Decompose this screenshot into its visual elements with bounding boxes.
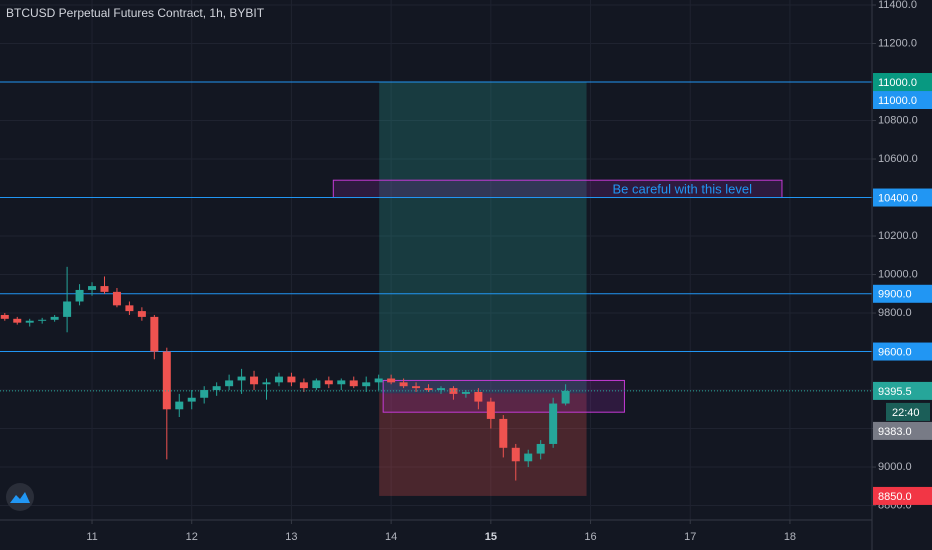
candle-body [474,391,483,402]
candle-body [424,388,433,391]
y-tick-label: 10000.0 [878,268,918,280]
stop-label-bg [873,486,932,505]
candle-body [387,378,396,383]
candle-body [287,376,296,383]
countdown: 22:40 [892,407,920,419]
candle-body [399,382,408,387]
level-label-bg [873,284,932,303]
candle-body [511,447,520,462]
candle-body [175,401,184,410]
level-label: 9900.0 [878,289,912,301]
x-tick-label: 11 [86,531,97,543]
candle-body [486,401,495,419]
candle-body [13,318,22,323]
plot-layer: Be careful with this level [0,0,872,520]
logo-icon[interactable] [10,492,30,503]
entry-label-bg [873,421,932,440]
target-label-bg [873,73,932,92]
candle-body [237,376,246,381]
candle-body [412,386,421,389]
candle-body [299,382,308,389]
candle-body [0,314,9,319]
candle-body [561,390,570,404]
level-label-bg [873,188,932,207]
y-tick-label: 11200.0 [878,37,917,49]
stop-label: 8850.0 [878,491,912,503]
candle-body [362,382,371,387]
candle-body [100,286,109,292]
candle-body [337,380,346,385]
y-tick-label: 11400.0 [878,0,917,11]
level-label: 9600.0 [878,346,912,358]
candle-body [262,382,271,385]
entry-label: 9383.0 [878,426,912,438]
candle-body [274,376,283,383]
candle-body [349,380,358,387]
candle-body [499,418,508,448]
level-label: 10400.0 [878,192,918,204]
x-tick-label: 17 [684,531,696,543]
y-tick-label: 9800.0 [878,307,912,319]
x-tick-label: 13 [285,531,297,543]
x-tick-label: 14 [385,531,397,543]
candle-body [549,403,558,444]
candle-body [75,289,84,302]
candle-body [312,380,321,389]
candle-body [524,453,533,462]
x-tick-label: 18 [784,531,796,543]
candle-body [250,376,259,385]
candle-body [25,320,34,323]
x-tick-label: 12 [186,531,198,543]
logo-bg[interactable] [6,483,34,511]
x-tick-label: 15 [485,531,497,543]
candle-body [461,391,470,394]
chart-title: BTCUSD Perpetual Futures Contract, 1h, B… [6,6,265,20]
position-target-zone [379,82,587,394]
candle-body [162,351,171,410]
logo[interactable] [6,483,34,511]
candle-body [374,378,383,383]
candle-body [200,390,209,398]
current-price-label-bg [873,381,932,400]
y-tick-label: 10600.0 [878,153,918,165]
x-tick-label: 16 [584,531,596,543]
annotation-box [382,379,625,413]
target-label: 11000.0 [878,77,917,89]
level-label-bg [873,342,932,361]
candle-body [63,301,72,317]
candle-body [150,316,159,352]
candle-body [50,316,59,320]
candle-body [436,388,445,391]
countdown-bg [886,402,930,421]
y-tick-label: 9000.0 [878,461,912,473]
candle-body [225,380,234,387]
candle-body [137,311,146,317]
current-price-label: 9395.5 [878,386,912,398]
candle-body [324,380,333,385]
candle-body [88,286,97,290]
candle-body [125,305,134,312]
candle-body [38,319,47,321]
candle-body [187,397,196,402]
level-label-bg [873,91,932,110]
candle-body [536,443,545,454]
candle-body [112,291,121,306]
annotation-text: Be careful with this level [613,181,753,196]
candle-body [212,386,221,391]
y-tick-label: 10200.0 [878,230,918,242]
level-label: 11000.0 [878,95,917,107]
y-tick-label: 10800.0 [878,114,918,126]
